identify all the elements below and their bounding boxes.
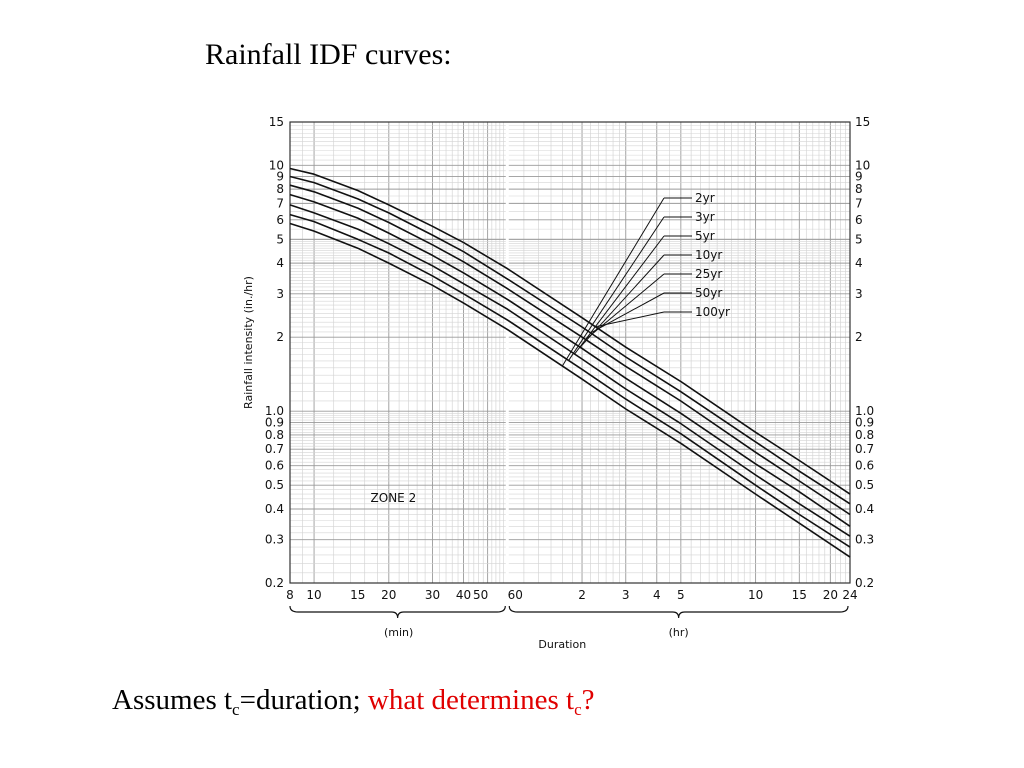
chart-grid bbox=[289, 121, 851, 584]
idf-curve-10yr bbox=[289, 193, 851, 527]
y-tick-label-left: 0.9 bbox=[265, 415, 284, 429]
y-tick-label-right: 0.9 bbox=[855, 415, 874, 429]
legend-label: 25yr bbox=[695, 267, 722, 281]
hours-group-label: (hr) bbox=[669, 626, 689, 639]
y-tick-label-right: 0.4 bbox=[855, 502, 874, 516]
footer-question-subscript: c bbox=[574, 700, 582, 719]
y-tick-label-right: 0.6 bbox=[855, 459, 874, 473]
y-tick-label-right: 2 bbox=[855, 330, 863, 344]
y-tick-label-left: 0.5 bbox=[265, 478, 284, 492]
y-tick-label-right: 3 bbox=[855, 287, 863, 301]
y-tick-label-left: 0.8 bbox=[265, 428, 284, 442]
legend-leader-line bbox=[574, 235, 665, 355]
y-tick-label-left: 1.0 bbox=[265, 404, 284, 418]
chart-frame bbox=[289, 121, 851, 584]
idf-curve-25yr bbox=[289, 184, 851, 516]
x-tick-label: 24 bbox=[842, 588, 857, 602]
x-tick-label: 20 bbox=[381, 588, 396, 602]
legend-leader-line bbox=[568, 216, 665, 361]
y-tick-label-left: 0.4 bbox=[265, 502, 284, 516]
y-tick-label-left: 10 bbox=[269, 158, 284, 172]
footer-question: what determines tc? bbox=[367, 684, 595, 719]
y-tick-label-left: 0.6 bbox=[265, 459, 284, 473]
y-tick-label-left: 0.7 bbox=[265, 442, 284, 456]
x-tick-label: 5 bbox=[677, 588, 685, 602]
y-tick-label-left: 9 bbox=[276, 170, 284, 184]
y-tick-label-right: 0.7 bbox=[855, 442, 874, 456]
y-tick-label-left: 6 bbox=[276, 213, 284, 227]
y-tick-label-right: 0.2 bbox=[855, 576, 874, 590]
y-tick-label-left: 15 bbox=[269, 115, 284, 129]
x-tick-label: 4 bbox=[653, 588, 661, 602]
y-tick-label-right: 10 bbox=[855, 158, 870, 172]
x-tick-label: 10 bbox=[306, 588, 321, 602]
x-tick-label: 15 bbox=[792, 588, 807, 602]
plot-border bbox=[289, 121, 851, 584]
chart-legend: 2yr 3yr 5yr 10yr 25yr 50yr 100yr bbox=[561, 191, 730, 367]
y-tick-label-right: 0.8 bbox=[855, 428, 874, 442]
x-tick-label: 30 bbox=[425, 588, 440, 602]
y-tick-label-left: 0.3 bbox=[265, 533, 284, 547]
y-tick-label-right: 5 bbox=[855, 232, 863, 246]
y-tick-label-right: 15 bbox=[855, 115, 870, 129]
y-tick-label-left: 7 bbox=[276, 196, 284, 210]
y-tick-label-right: 7 bbox=[855, 196, 863, 210]
chart-curves bbox=[289, 167, 851, 558]
zone-annotation: ZONE 2 bbox=[371, 491, 417, 505]
footer-subscript: c bbox=[232, 700, 240, 719]
duration-brace bbox=[289, 605, 506, 619]
idf-curve-5yr bbox=[289, 204, 851, 537]
x-tick-label: 50 bbox=[473, 588, 488, 602]
footer-mid: =duration; bbox=[239, 684, 368, 716]
y-tick-label-left: 8 bbox=[276, 182, 284, 196]
x-tick-label: 2 bbox=[578, 588, 586, 602]
legend-leader-line bbox=[590, 292, 665, 334]
y-tick-label-left: 4 bbox=[276, 256, 284, 270]
x-tick-label: 15 bbox=[350, 588, 365, 602]
legend-label: 2yr bbox=[695, 191, 715, 205]
y-tick-label-right: 0.5 bbox=[855, 478, 874, 492]
x-axis-label: Duration bbox=[538, 638, 586, 651]
y-tick-label-left: 5 bbox=[276, 232, 284, 246]
y-tick-label-left: 2 bbox=[276, 330, 284, 344]
x-tick-label: 3 bbox=[622, 588, 630, 602]
y-tick-label-right: 4 bbox=[855, 256, 863, 270]
y-tick-label-right: 0.3 bbox=[855, 533, 874, 547]
footer-question-text: what determines t bbox=[367, 684, 575, 716]
minutes-group-label: (min) bbox=[384, 626, 413, 639]
y-tick-label-left: 0.2 bbox=[265, 576, 284, 590]
duration-braces: (min) (hr) bbox=[289, 605, 849, 639]
footer-prefix: Assumes t bbox=[112, 684, 233, 716]
legend-label: 50yr bbox=[695, 286, 722, 300]
idf-curve-3yr bbox=[289, 213, 851, 548]
x-tick-label: 60 bbox=[508, 588, 523, 602]
footer-note: Assumes tc=duration; what determines tc? bbox=[112, 684, 595, 719]
y-tick-label-right: 8 bbox=[855, 182, 863, 196]
x-tick-label: 10 bbox=[748, 588, 763, 602]
y-tick-label-right: 1.0 bbox=[855, 404, 874, 418]
y-tick-label-right: 6 bbox=[855, 213, 863, 227]
legend-leader-line bbox=[561, 197, 665, 367]
footer-question-end: ? bbox=[581, 684, 595, 716]
y-tick-label-right: 9 bbox=[855, 170, 863, 184]
y-tick-label-left: 3 bbox=[276, 287, 284, 301]
x-tick-label: 20 bbox=[823, 588, 838, 602]
x-tick-label: 8 bbox=[286, 588, 294, 602]
idf-curve-100yr bbox=[289, 167, 851, 495]
duration-brace bbox=[508, 605, 849, 619]
legend-label: 10yr bbox=[695, 248, 722, 262]
idf-curve-2yr bbox=[289, 222, 851, 558]
idf-curve-50yr bbox=[289, 175, 851, 505]
legend-label: 5yr bbox=[695, 229, 715, 243]
x-tick-label: 40 bbox=[456, 588, 471, 602]
legend-label: 3yr bbox=[695, 210, 715, 224]
legend-label: 100yr bbox=[695, 305, 730, 319]
legend-leader-line bbox=[595, 311, 665, 328]
slide-title: Rainfall IDF curves: bbox=[205, 38, 452, 71]
y-axis-label: Rainfall intensity (in./hr) bbox=[242, 276, 255, 409]
